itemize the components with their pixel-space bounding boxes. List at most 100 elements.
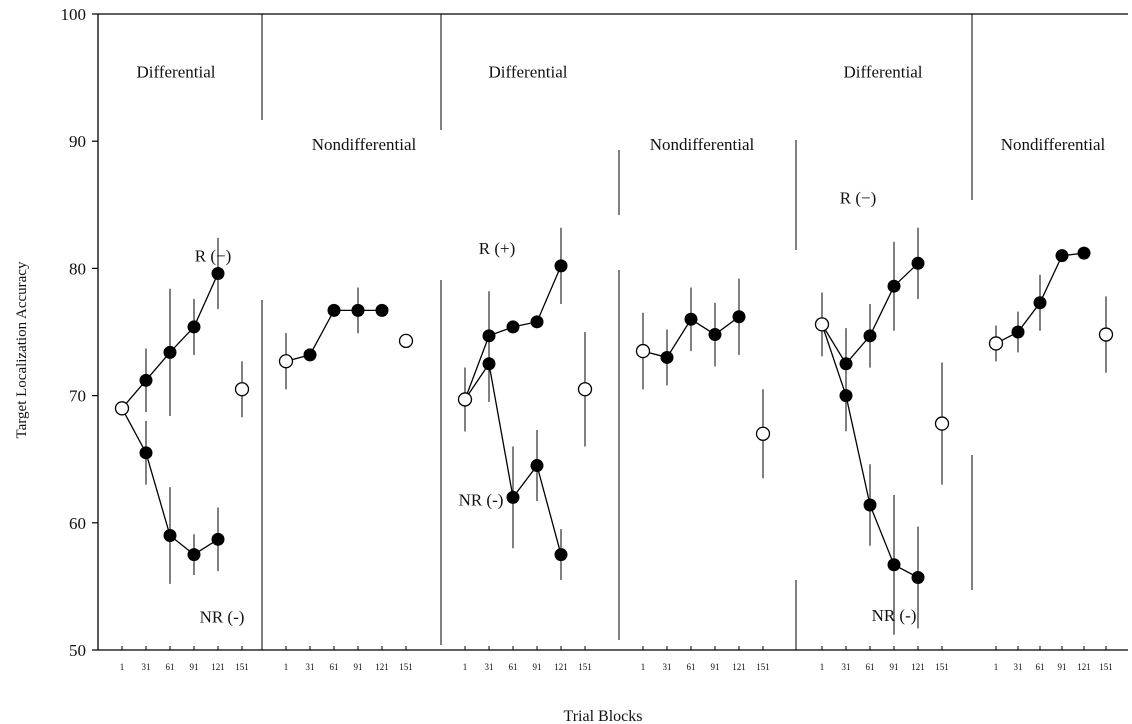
data-point	[506, 320, 520, 334]
data-point	[530, 315, 544, 329]
data-point	[684, 312, 698, 326]
phase-label: Nondifferential	[312, 135, 417, 154]
x-tick-label: 31	[663, 662, 672, 672]
data-point	[1055, 249, 1069, 263]
open-point	[114, 401, 130, 416]
x-tick-label: 151	[235, 662, 249, 672]
x-tick-label: 91	[533, 662, 542, 672]
y-axis-label: Target Localization Accuracy	[14, 261, 30, 438]
series-label: NR (-)	[459, 491, 504, 510]
open-point	[398, 333, 414, 349]
x-tick-label: 91	[890, 662, 899, 672]
x-tick-label: 1	[120, 662, 125, 672]
phase-label: Nondifferential	[650, 135, 755, 154]
data-point	[506, 490, 520, 504]
data-point	[530, 459, 544, 473]
y-tick-label: 70	[69, 387, 86, 406]
x-tick-label: 31	[306, 662, 315, 672]
x-tick-label: 151	[578, 662, 592, 672]
phase-label: Differential	[489, 63, 568, 82]
x-tick-label: 1	[820, 662, 825, 672]
data-point	[187, 548, 201, 562]
x-tick-label: 151	[1099, 662, 1113, 672]
open-point	[934, 416, 950, 431]
data-point	[163, 529, 177, 543]
x-tick-label: 31	[842, 662, 851, 672]
open-point	[278, 354, 294, 369]
x-tick-label: 61	[509, 662, 518, 672]
y-tick-label: 50	[69, 641, 86, 660]
data-point	[139, 446, 153, 460]
x-tick-label: 61	[166, 662, 175, 672]
data-point	[327, 303, 341, 317]
open-point	[755, 426, 771, 441]
data-point	[863, 329, 877, 343]
x-tick-label: 61	[687, 662, 696, 672]
open-point	[577, 382, 593, 397]
x-tick-label: 31	[142, 662, 151, 672]
data-point	[660, 350, 674, 364]
x-tick-label: 1	[994, 662, 999, 672]
y-tick-label: 60	[69, 514, 86, 533]
series-label: R (−)	[195, 246, 232, 265]
x-tick-label: 61	[1036, 662, 1045, 672]
data-point	[139, 373, 153, 387]
data-point	[1033, 296, 1047, 310]
data-point	[887, 279, 901, 293]
x-tick-label: 121	[732, 662, 746, 672]
x-tick-label: 151	[756, 662, 770, 672]
data-point	[375, 303, 389, 317]
x-tick-label: 1	[463, 662, 468, 672]
x-tick-label: 61	[866, 662, 875, 672]
y-tick-label: 100	[61, 5, 87, 24]
data-point	[303, 348, 317, 362]
data-point	[211, 266, 225, 280]
data-point	[1077, 246, 1091, 260]
data-point	[554, 259, 568, 273]
data-point	[211, 532, 225, 546]
x-tick-label: 1	[284, 662, 289, 672]
series-label: R (−)	[840, 188, 877, 207]
series-label: NR (-)	[200, 608, 245, 627]
data-point	[911, 570, 925, 584]
x-tick-label: 91	[711, 662, 720, 672]
x-tick-label: 91	[1058, 662, 1067, 672]
data-point	[351, 303, 365, 317]
open-point	[457, 392, 473, 407]
data-point	[732, 310, 746, 324]
data-point	[708, 328, 722, 342]
x-tick-label: 31	[1014, 662, 1023, 672]
series-label: R (+)	[479, 239, 516, 258]
series-line	[285, 309, 382, 362]
series-label: NR (-)	[872, 606, 917, 625]
x-tick-label: 121	[911, 662, 925, 672]
data-point	[887, 558, 901, 572]
data-point	[863, 498, 877, 512]
x-tick-label: 121	[211, 662, 225, 672]
x-tick-label: 151	[935, 662, 949, 672]
x-tick-label: 91	[190, 662, 199, 672]
x-tick-label: 31	[485, 662, 494, 672]
y-tick-label: 80	[69, 259, 86, 278]
data-point	[187, 320, 201, 334]
x-tick-label: 151	[399, 662, 413, 672]
data-point	[554, 548, 568, 562]
phase-label: Differential	[844, 63, 923, 82]
x-tick-label: 91	[354, 662, 363, 672]
x-tick-label: 121	[375, 662, 389, 672]
open-point	[988, 336, 1004, 351]
data-point	[1011, 325, 1025, 339]
plot-area: 50 60 70 80 90 100 Differential 1 31 61 91 121 151 R …	[61, 5, 1128, 672]
open-point	[635, 343, 651, 359]
phase-label: Differential	[137, 63, 216, 82]
x-axis-label: Trial Blocks	[564, 708, 643, 724]
data-point	[163, 345, 177, 359]
data-point	[839, 389, 853, 403]
open-point	[814, 317, 830, 332]
x-tick-label: 121	[554, 662, 568, 672]
data-point	[482, 357, 496, 371]
open-point	[234, 382, 250, 397]
x-tick-label: 121	[1077, 662, 1091, 672]
open-point	[1098, 327, 1114, 342]
